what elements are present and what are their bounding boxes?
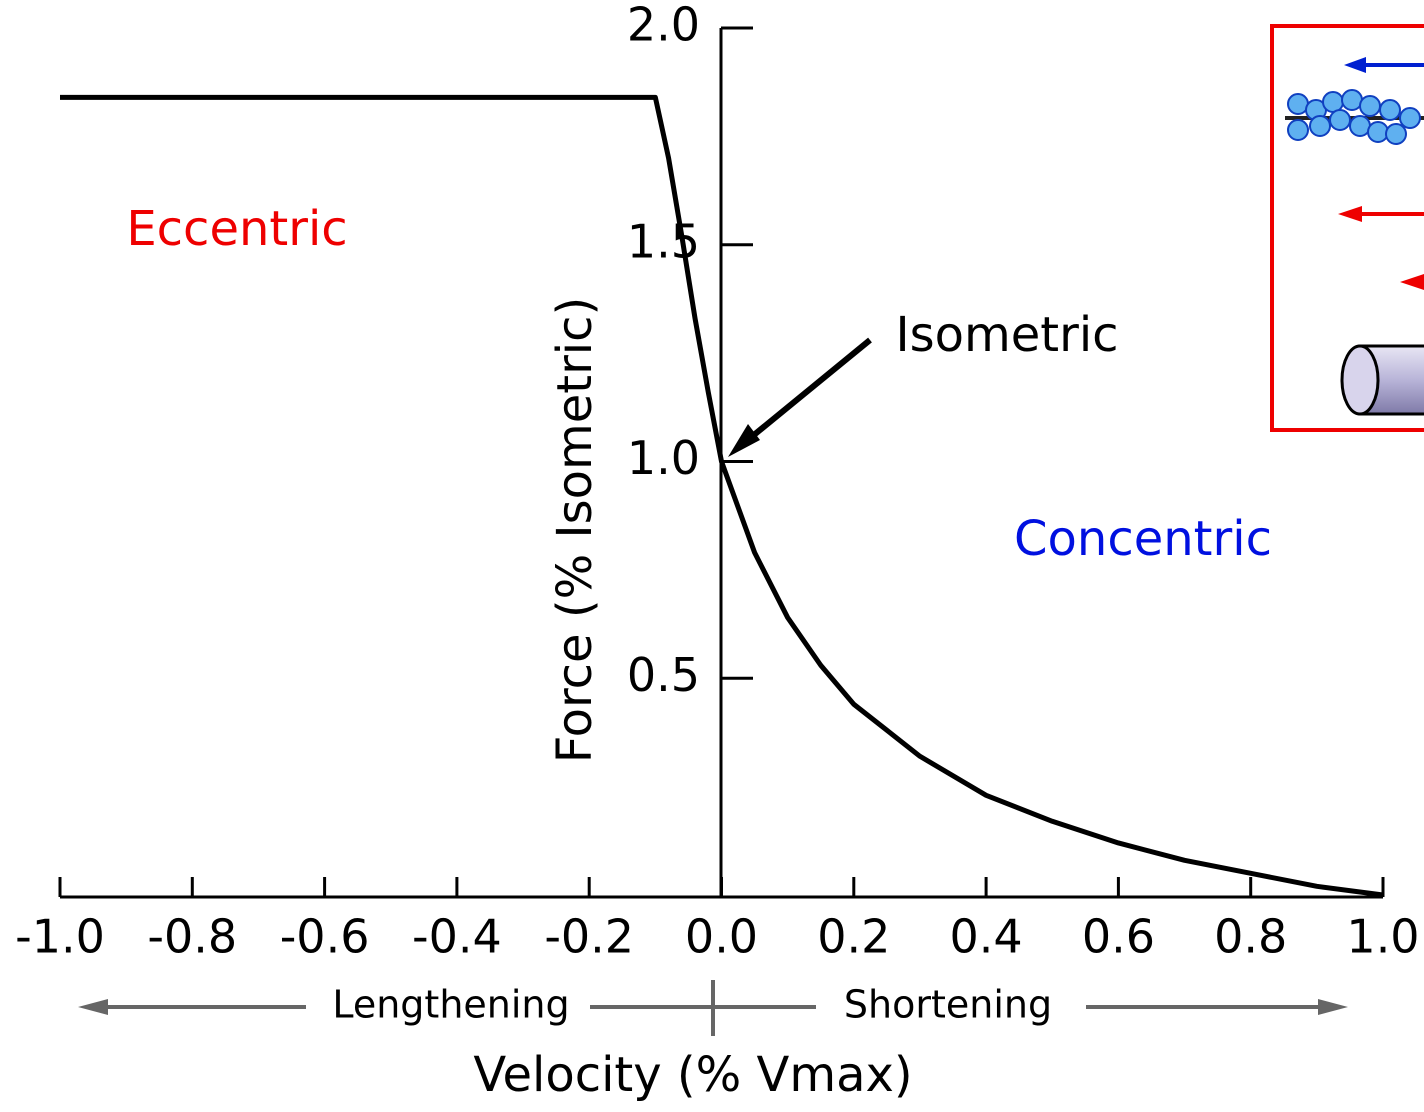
y-tick-label: 0.5 [627, 648, 700, 702]
x-tick-label: -1.0 [15, 910, 105, 964]
direction-arrows [100, 980, 1320, 1036]
y-tick-label: 1.0 [627, 431, 700, 485]
x-tick-label: -0.4 [412, 910, 502, 964]
x-tick-label: 1.0 [1346, 910, 1419, 964]
x-tick-label: 0.2 [817, 910, 890, 964]
y-axis-label: Force (% Isometric) [547, 297, 603, 764]
annotation: Concentric [1014, 511, 1272, 567]
x-tick-label: 0.6 [1082, 910, 1155, 964]
data-line [60, 94, 1384, 898]
annotation: Eccentric [126, 201, 347, 257]
x-tick-label: -0.8 [147, 910, 237, 964]
x-tick-label: -0.6 [280, 910, 370, 964]
y-tick-label: 2.0 [627, 0, 700, 52]
direction-label: Lengthening [332, 983, 569, 1027]
direction-label: Shortening [844, 983, 1052, 1027]
annotation-arrow [736, 337, 872, 451]
inset [1270, 24, 1424, 432]
x-tick-label: 0.4 [950, 910, 1023, 964]
x-tick-label: 0.0 [685, 910, 758, 964]
y-tick-label: 1.5 [627, 214, 700, 268]
annotation-arrowhead [728, 424, 760, 457]
x-tick-label: -0.2 [544, 910, 634, 964]
annotation: Isometric [895, 307, 1118, 363]
x-tick-label: 0.8 [1214, 910, 1287, 964]
x-axis-label: Velocity (% Vmax) [473, 1047, 912, 1103]
